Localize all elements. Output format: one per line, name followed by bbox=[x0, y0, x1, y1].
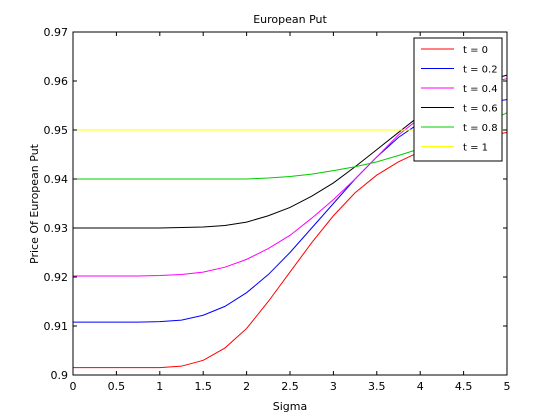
y-tick-label: 0.96 bbox=[44, 75, 69, 88]
x-tick-label: 1.5 bbox=[194, 380, 212, 393]
x-tick-label: 3.5 bbox=[368, 380, 386, 393]
legend-label-4: t = 0.8 bbox=[463, 123, 498, 134]
y-axis-title: Price Of European Put bbox=[28, 143, 41, 264]
y-axis: 0.9 0.91 0.92 0.93 0.94 0.95 0.96 0.97 bbox=[44, 26, 507, 382]
y-tick-label: 0.9 bbox=[51, 369, 69, 382]
y-tick-label: 0.94 bbox=[44, 173, 69, 186]
legend-label-0: t = 0 bbox=[463, 45, 488, 56]
x-tick-label: 0 bbox=[70, 380, 77, 393]
y-tick-label: 0.97 bbox=[44, 26, 69, 39]
legend-label-2: t = 0.4 bbox=[463, 84, 498, 95]
x-tick-label: 3 bbox=[330, 380, 337, 393]
x-tick-label: 5 bbox=[504, 380, 511, 393]
legend-label-1: t = 0.2 bbox=[463, 65, 498, 76]
y-tick-label: 0.91 bbox=[44, 320, 69, 333]
series-line-0 bbox=[73, 131, 508, 369]
y-tick-label: 0.93 bbox=[44, 222, 69, 235]
legend: t = 0 t = 0.2 t = 0.4 t = 0.6 t = 0.8 t = 1 bbox=[413, 37, 503, 162]
x-tick-label: 4 bbox=[417, 380, 424, 393]
x-tick-label: 1 bbox=[156, 380, 163, 393]
y-tick-label: 0.92 bbox=[44, 271, 69, 284]
legend-label-5: t = 1 bbox=[463, 143, 488, 154]
legend-label-3: t = 0.6 bbox=[463, 104, 498, 115]
y-tick-label: 0.95 bbox=[44, 124, 69, 137]
x-tick-label: 2 bbox=[243, 380, 250, 393]
x-tick-label: 2.5 bbox=[281, 380, 299, 393]
x-axis-title: Sigma bbox=[273, 400, 307, 413]
x-tick-label: 0.5 bbox=[108, 380, 126, 393]
legend-box bbox=[413, 37, 503, 162]
chart-title: European Put bbox=[253, 13, 327, 26]
x-axis: 0 0.5 1 1.5 2 2.5 3 3.5 4 4.5 5 bbox=[70, 32, 511, 393]
x-tick-label: 4.5 bbox=[455, 380, 473, 393]
